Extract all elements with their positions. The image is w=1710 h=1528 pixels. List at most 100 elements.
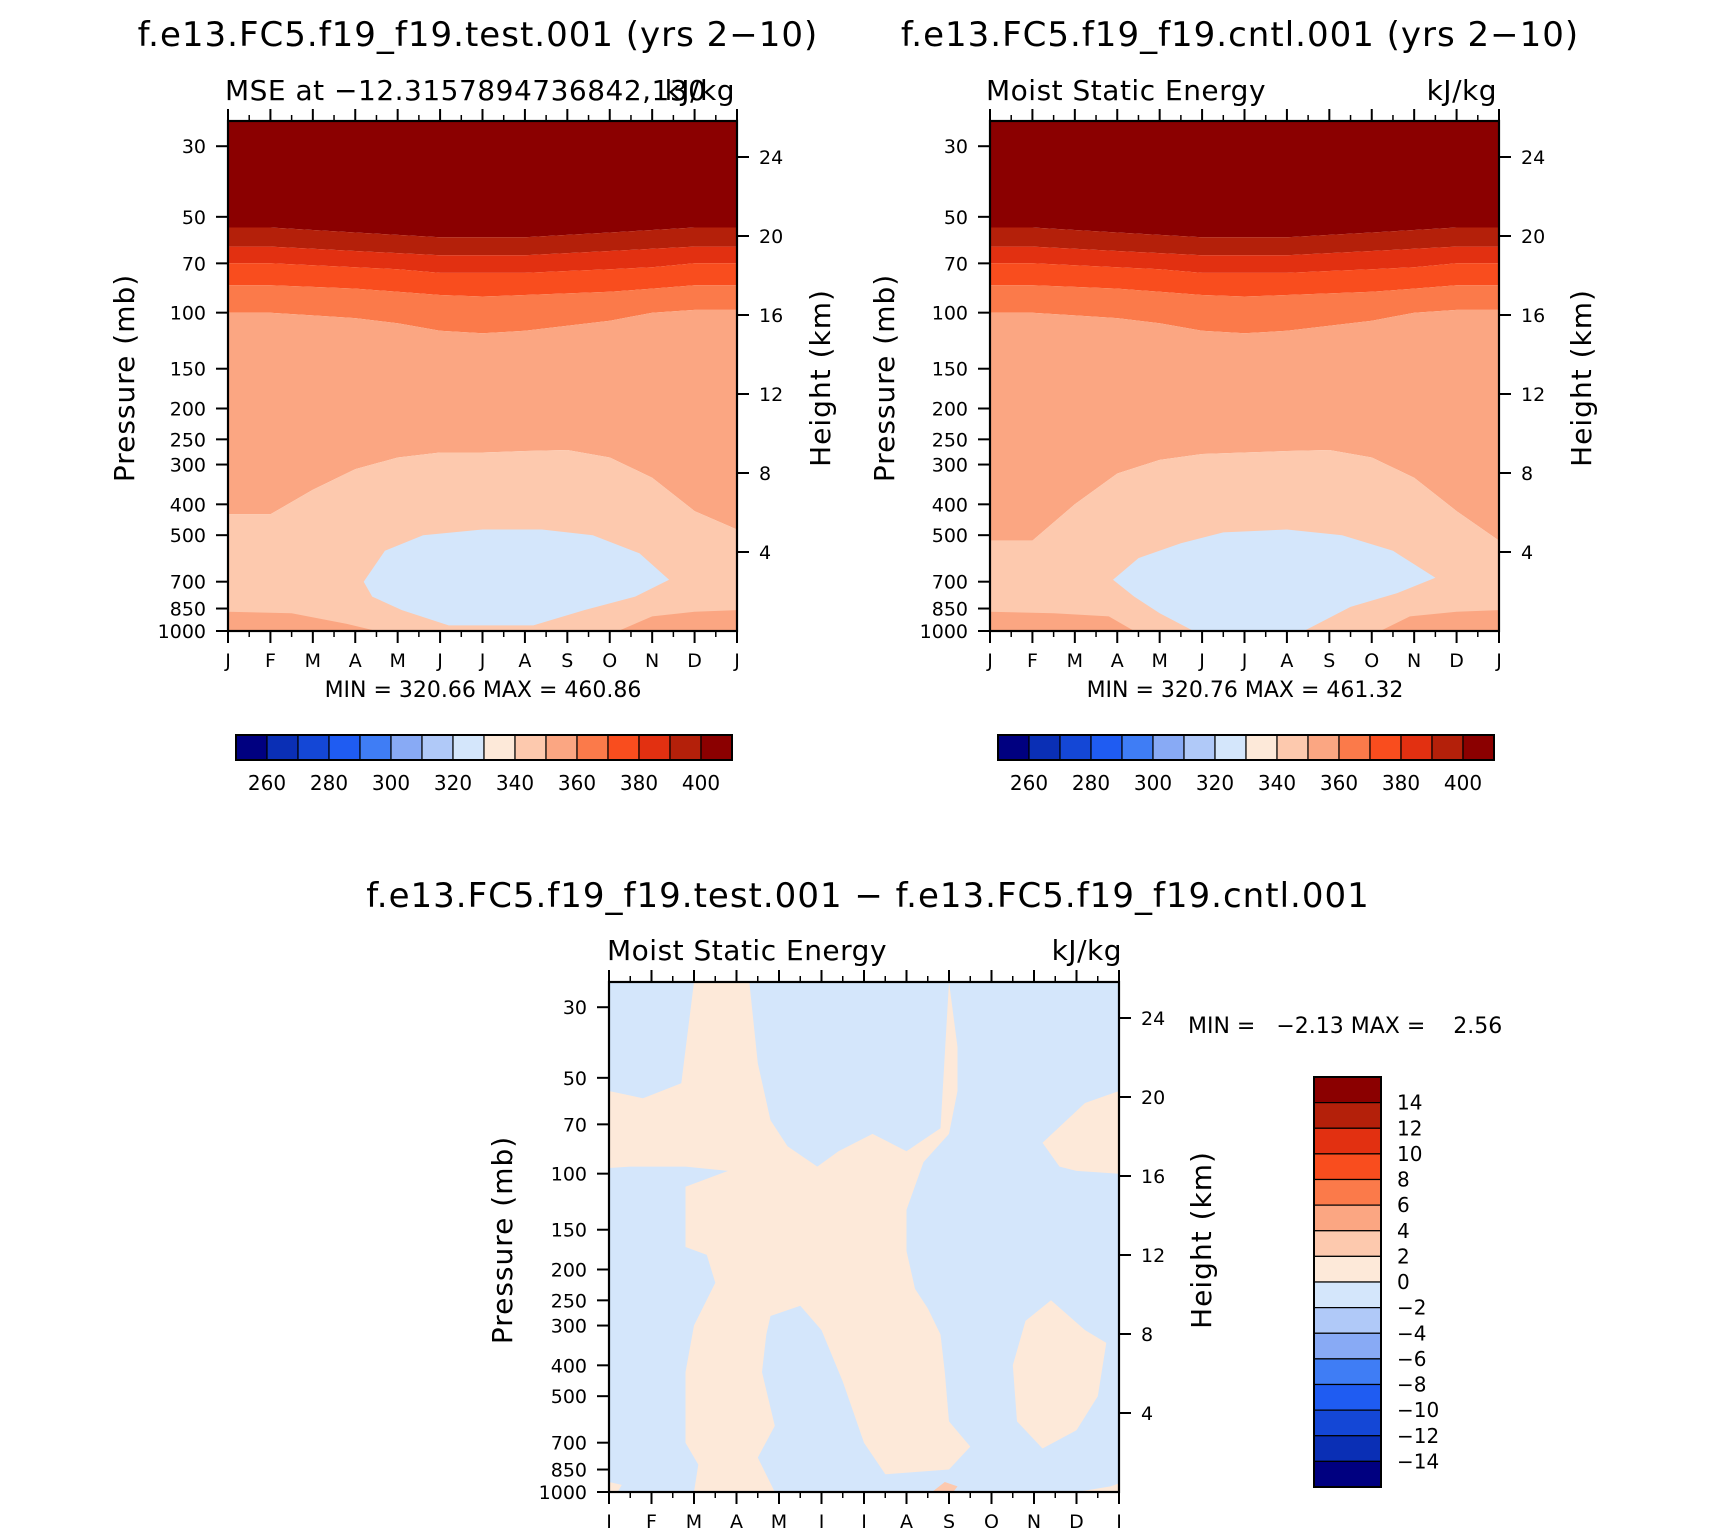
x-tick-label: J (479, 650, 486, 672)
contour-band (228, 246, 737, 273)
y-right-tick-label: 20 (1141, 1087, 1165, 1109)
colorbar-swatch (1028, 734, 1061, 761)
cntl-colorbar: 260 280 300 320 340 360 380 400 (997, 734, 1495, 795)
x-tick-label: J (860, 1511, 867, 1528)
y-tick-label: 850 (932, 599, 968, 621)
cntl-y-axis-right-title: Height (km) (1565, 289, 1598, 467)
y-tick-label: 1000 (920, 621, 968, 643)
colorbar-label: −6 (1397, 1347, 1426, 1371)
colorbar-swatch (1313, 1204, 1382, 1232)
colorbar-label: 14 (1397, 1091, 1422, 1115)
y-tick-label: 200 (551, 1259, 587, 1281)
colorbar-swatch (1090, 734, 1123, 761)
colorbar-swatch (1214, 734, 1247, 761)
x-tick-label: O (984, 1511, 999, 1528)
x-tick-label: N (1027, 1511, 1041, 1528)
test-plot-units: kJ/kg (665, 74, 735, 107)
test-panel-title: f.e13.FC5.f19_f19.test.001 (yrs 2−10) (138, 15, 819, 55)
cntl-contour-field (990, 121, 1499, 631)
colorbar-swatch (1313, 1076, 1382, 1104)
colorbar-swatch (1152, 734, 1185, 761)
colorbar-swatch (1313, 1358, 1382, 1386)
colorbar-swatch (576, 734, 609, 761)
colorbar-swatch (1313, 1383, 1382, 1411)
y-right-tick-label: 20 (759, 226, 783, 248)
y-right-tick-label: 24 (1521, 147, 1545, 169)
colorbar-label: 320 (1196, 771, 1234, 795)
y-right-tick-label: 8 (1141, 1324, 1153, 1346)
cntl-plot-title: Moist Static Energy (986, 74, 1266, 107)
colorbar-label: −12 (1397, 1424, 1439, 1448)
contour-band (228, 285, 737, 334)
colorbar-label: 360 (558, 771, 596, 795)
colorbar-swatch (1307, 734, 1340, 761)
colorbar-swatch (607, 734, 640, 761)
x-tick-label: D (1069, 1511, 1084, 1528)
y-tick-label: 200 (170, 398, 206, 420)
y-right-tick-label: 12 (1141, 1245, 1165, 1267)
y-tick-label: 400 (170, 494, 206, 516)
contour-band (228, 263, 737, 297)
y-tick-label: 70 (182, 253, 206, 275)
contour-region (228, 611, 377, 631)
test-colorbar: 260 280 300 320 340 360 380 400 (235, 734, 733, 795)
x-tick-label: M (305, 650, 321, 672)
x-tick-label: J (733, 650, 740, 672)
colorbar-swatch (266, 734, 299, 761)
colorbar-label: −14 (1397, 1449, 1439, 1473)
x-tick-label: S (1323, 650, 1335, 672)
diff-axes: J F M A M J J A S O N D J 30 50 70 100 150 200 250 300 400 500… (539, 970, 1165, 1528)
y-tick-label: 250 (170, 429, 206, 451)
colorbar-swatch (638, 734, 671, 761)
cntl-minmax: MIN = 320.76 MAX = 461.32 (1087, 678, 1404, 703)
y-tick-label: 500 (932, 525, 968, 547)
colorbar-label: 0 (1397, 1270, 1410, 1294)
x-tick-label: F (265, 650, 276, 672)
colorbar-swatch (390, 734, 423, 761)
colorbar-label: 360 (1320, 771, 1358, 795)
y-right-tick-label: 16 (759, 305, 783, 327)
colorbar-swatch (1313, 1435, 1382, 1462)
colorbar-swatch (328, 734, 361, 761)
colorbar-swatch (1183, 734, 1216, 761)
y-right-tick-label: 24 (759, 147, 783, 169)
y-tick-label: 30 (944, 136, 968, 158)
contour-band (990, 263, 1499, 297)
colorbar-label: −8 (1397, 1373, 1426, 1397)
contour-band (990, 121, 1499, 238)
y-tick-label: 400 (932, 494, 968, 516)
colorbar-label: 260 (1010, 771, 1048, 795)
diff-plot-units: kJ/kg (1052, 934, 1122, 967)
colorbar-label: −4 (1397, 1321, 1426, 1345)
y-tick-label: 100 (932, 303, 968, 325)
colorbar-swatch (1313, 1255, 1382, 1283)
y-tick-label: 50 (944, 207, 968, 229)
cntl-plot-units: kJ/kg (1427, 74, 1497, 107)
x-tick-label: S (943, 1511, 955, 1528)
y-tick-label: 1000 (158, 621, 206, 643)
colorbar-label: −2 (1397, 1296, 1426, 1320)
colorbar-swatch (359, 734, 392, 761)
x-tick-label: O (1364, 650, 1379, 672)
y-tick-label: 300 (170, 455, 206, 477)
x-tick-label: M (1067, 650, 1083, 672)
y-tick-label: 1000 (539, 1482, 587, 1504)
contour-band (228, 121, 737, 238)
y-tick-label: 50 (563, 1068, 587, 1090)
colorbar-swatch (1121, 734, 1154, 761)
colorbar-swatch (1313, 1230, 1382, 1257)
colorbar-label: 2 (1397, 1244, 1410, 1268)
x-tick-label: M (1151, 650, 1167, 672)
contour-region (609, 982, 971, 1492)
colorbar-label: 12 (1397, 1116, 1422, 1140)
test-axes: J F M A M J J A S O N D J 30 50 70 100 150 200 250 300 400 500… (158, 109, 783, 672)
contour-region (1042, 1091, 1119, 1174)
y-right-tick-label: 4 (1521, 542, 1533, 564)
y-tick-label: 30 (182, 136, 206, 158)
y-right-tick-label: 24 (1141, 1008, 1165, 1030)
colorbar-label: 260 (248, 771, 286, 795)
y-tick-label: 150 (932, 359, 968, 381)
cntl-axes: J F M A M J J A S O N D J 30 50 70 100 150 200 250 300 400 500… (920, 109, 1545, 672)
cntl-panel-title: f.e13.FC5.f19_f19.cntl.001 (yrs 2−10) (901, 15, 1579, 55)
